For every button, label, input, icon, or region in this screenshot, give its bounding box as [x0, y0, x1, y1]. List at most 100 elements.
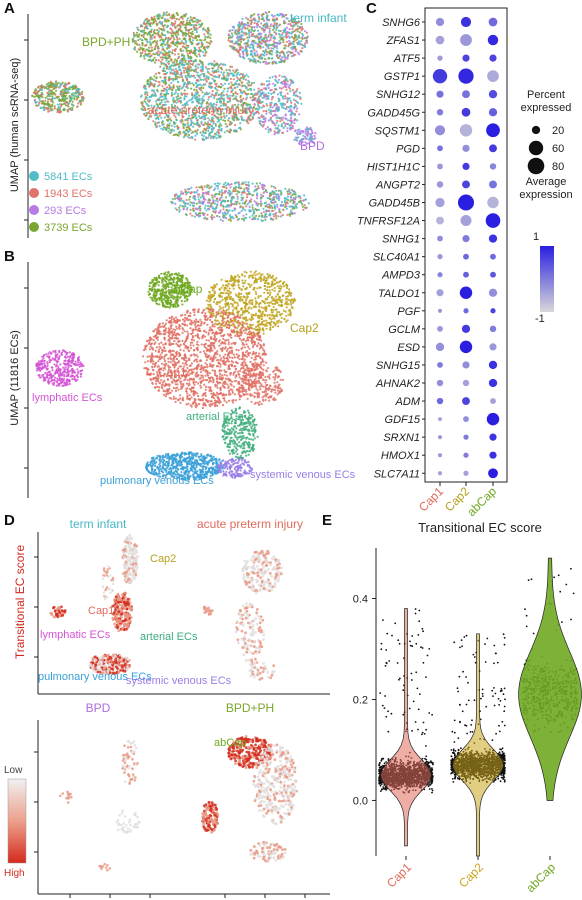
dot-mark: [436, 216, 444, 225]
size-legend-dot: [531, 125, 541, 135]
dot-mark: [462, 90, 470, 99]
dot-mark: [459, 340, 473, 354]
facet-title-bpd-ph: BPD+PH: [226, 701, 274, 715]
violin-y-tick: 0.4: [353, 593, 368, 605]
dot-mark: [435, 17, 445, 27]
overlay-label-abcap: abCap: [214, 737, 246, 749]
dot-mark: [436, 181, 444, 188]
gene-label: GADD45G: [367, 107, 420, 119]
violin-x-ticks: Cap1 Cap2 abCap: [384, 856, 558, 895]
panel-a-letter: A: [4, 0, 15, 17]
dot-mark: [437, 435, 443, 440]
overlay-label-pulmonary: pulmonary venous ECs: [38, 671, 152, 683]
violin-y-ticks: 0.0 0.2 0.4: [353, 593, 376, 807]
gene-label: GSTP1: [384, 71, 420, 83]
cluster-label-acute-preterm: acute preterm injury: [148, 103, 254, 117]
overlay-label-systemic: systemic venous ECs: [126, 675, 232, 687]
dot-mark: [463, 452, 469, 458]
panel-d-letter: D: [4, 512, 15, 529]
dot-mark: [437, 163, 443, 170]
overlay-label-arterial: arterial ECs: [140, 631, 198, 643]
size-legend-value: 20: [552, 125, 564, 137]
dot-mark: [462, 397, 470, 405]
dot-mark: [488, 378, 498, 388]
dot-mark: [437, 254, 443, 260]
color-legend-min: -1: [535, 313, 545, 325]
cluster-label-abcap: abCap: [167, 282, 203, 296]
dot-mark: [437, 55, 443, 61]
gene-label: SNHG12: [376, 89, 420, 101]
cluster-label-systemic-venous: systemic venous ECs: [250, 469, 356, 481]
size-legend-title-text: Percent: [527, 89, 565, 101]
panel-e-violin: Transitional EC score 0.0 0.2 0.4 Cap1 Cap2…: [330, 512, 582, 900]
gene-label: GADD45B: [369, 198, 420, 210]
color-legend-title-line2: expression: [519, 189, 572, 201]
dot-mark: [462, 361, 470, 369]
gene-label: TNFRSF12A: [357, 216, 420, 228]
panel-d-y-label: Transitional EC score: [13, 545, 27, 660]
dot-mark: [488, 468, 498, 479]
dot-mark: [462, 235, 470, 243]
violin-body: [380, 608, 432, 847]
gene-label: ZFAS1: [386, 35, 420, 47]
color-legend-bar: [540, 246, 554, 312]
gene-label: ANGPT2: [375, 179, 420, 191]
dot-mark: [488, 360, 498, 370]
group-label: Cap1: [416, 484, 446, 514]
dot-mark: [458, 68, 474, 84]
dot-mark: [489, 180, 497, 189]
violin-x-label: abCap: [523, 860, 558, 895]
dot-mark: [463, 271, 469, 278]
gene-label: PGF: [397, 306, 421, 318]
size-legend-value: 60: [552, 143, 564, 155]
gene-label: HIST1H1C: [367, 161, 420, 173]
panel-d-cells: [49, 533, 298, 872]
gene-label: SRXN1: [383, 432, 420, 444]
dot-mark: [435, 342, 445, 352]
dot-mark: [487, 196, 499, 209]
dot-mark: [463, 470, 469, 476]
dot-mark: [490, 271, 496, 278]
legend-item-1: 5841 ECs: [44, 171, 93, 183]
violin-x-label: Cap1: [384, 860, 414, 890]
dot-mark: [463, 253, 469, 260]
dot-mark: [435, 197, 445, 208]
dot-mark: [463, 416, 469, 423]
dot-mark: [490, 308, 496, 314]
size-legend-dot: [528, 140, 544, 156]
gene-label: SNHG1: [382, 234, 420, 246]
size-legend-dot: [527, 157, 545, 175]
dot-mark: [437, 417, 443, 422]
cluster-label-lymphatic: lymphatic ECs: [32, 392, 103, 404]
dot-mark: [432, 68, 448, 84]
cluster-label-cap2: Cap2: [290, 321, 319, 335]
dot-mark: [459, 124, 473, 137]
gene-label: AHNAK2: [375, 378, 420, 390]
dot-mark: [436, 379, 444, 387]
size-legend-title: Percent: [527, 89, 565, 101]
dot-mark: [436, 289, 444, 297]
dot-mark: [460, 215, 472, 227]
dot-mark: [489, 54, 497, 62]
dot-mark: [487, 34, 499, 46]
cluster-label-bpd: BPD: [300, 139, 325, 153]
panel-d-bottom-axes: [34, 720, 330, 898]
panel-e-svg: Transitional EC score 0.0 0.2 0.4 Cap1 Cap2…: [353, 520, 582, 895]
legend-item-3: 293 ECs: [44, 205, 87, 217]
panel-d-svg: Transitional EC score term infant acute …: [4, 517, 330, 898]
violin-body: [518, 557, 582, 801]
color-legend-max: 1: [533, 231, 539, 243]
size-legend-value: 80: [552, 161, 564, 173]
gene-label: SLC7A11: [374, 468, 420, 480]
dot-mark: [436, 397, 444, 405]
gene-label: GCLM: [388, 324, 421, 336]
panel-d-top-axes: [34, 532, 330, 695]
dot-mark: [489, 325, 497, 333]
dot-mark: [462, 162, 470, 170]
panel-a-legend: 5841 ECs 1943 ECs 293 ECs 3739 ECs: [29, 171, 93, 234]
dot-mark: [486, 123, 500, 138]
legend-item-2: 1943 ECs: [44, 188, 93, 200]
dot-mark: [489, 144, 497, 153]
panel-b-y-label: UMAP (11816 ECs): [9, 330, 21, 426]
dot-mark: [462, 54, 470, 62]
